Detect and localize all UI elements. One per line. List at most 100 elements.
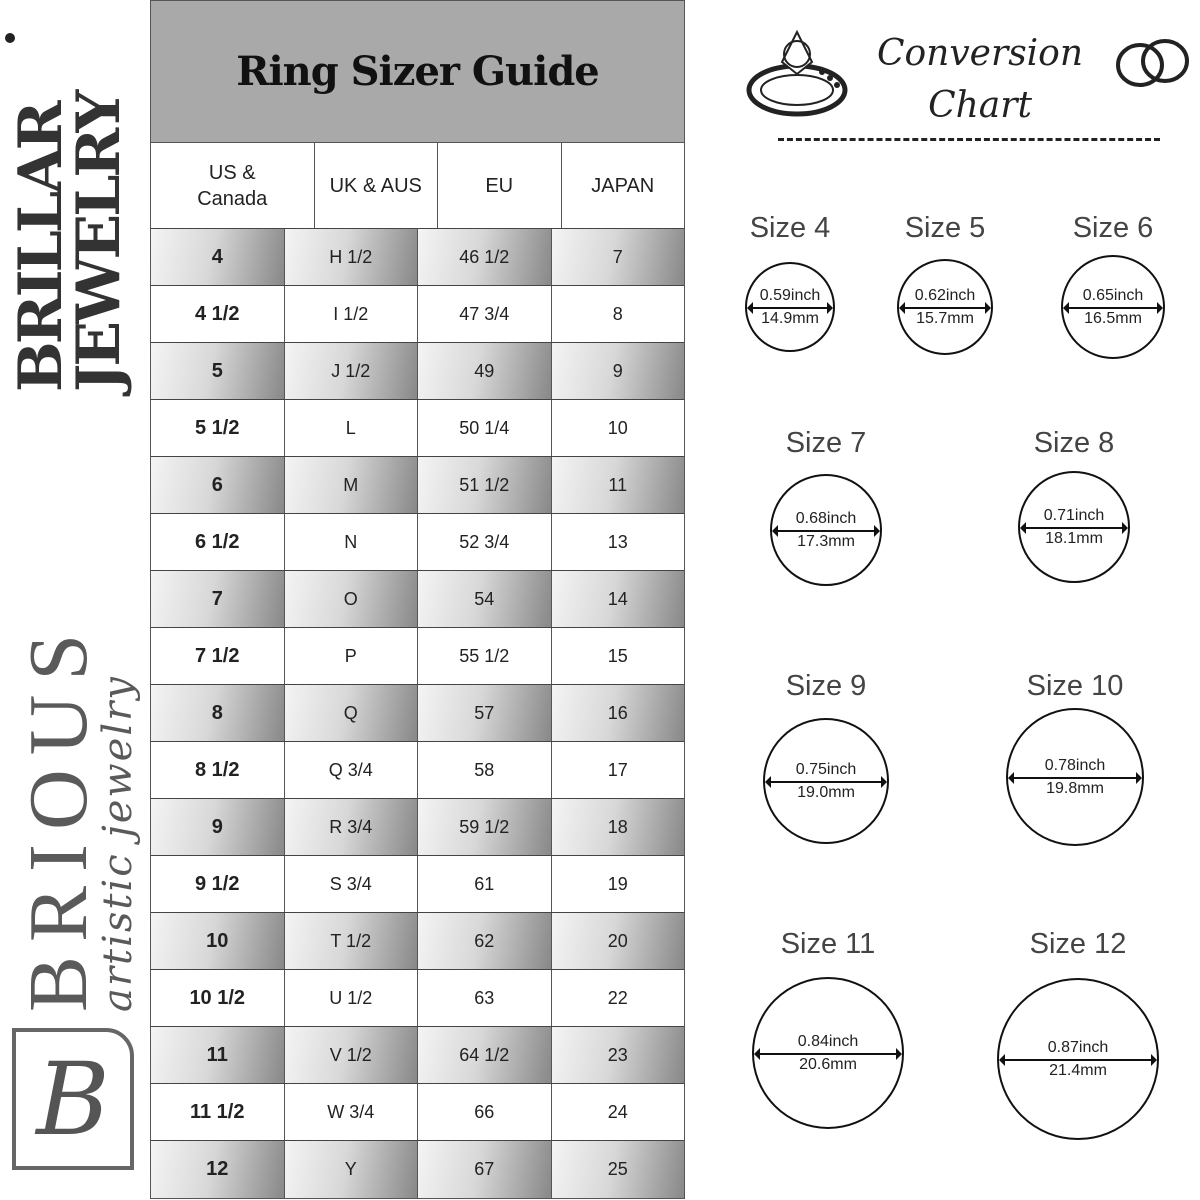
cell-eu: 64 1/2 — [418, 1027, 552, 1083]
ring-size-circle: 0.62inch 15.7mm — [897, 259, 993, 355]
cell-uk: J 1/2 — [284, 343, 418, 399]
conversion-title-line2: Chart — [928, 85, 1032, 126]
cell-japan: 7 — [551, 229, 684, 285]
cell-us: 6 — [151, 457, 285, 513]
diameter-inch: 0.71inch — [1043, 506, 1105, 524]
cell-eu: 50 1/4 — [418, 400, 552, 456]
conversion-title: Conversion Chart — [860, 28, 1100, 132]
conversion-title-line1: Conversion — [876, 33, 1084, 74]
cell-uk: M — [284, 457, 418, 513]
cell-eu: 55 1/2 — [418, 628, 552, 684]
cell-eu: 61 — [418, 856, 552, 912]
cell-uk: N — [285, 514, 418, 570]
cell-uk: Q 3/4 — [285, 742, 418, 798]
cell-eu: 63 — [418, 970, 552, 1026]
cell-uk: U 1/2 — [285, 970, 418, 1026]
brand-brillar-logo: BRILLAR JEWELRY — [6, 92, 134, 392]
ring-size-circle: 0.75inch 19.0mm — [763, 718, 889, 844]
table-title: Ring Sizer Guide — [151, 1, 684, 143]
size-label: Size 4 — [749, 212, 831, 244]
diameter-mm: 19.0mm — [797, 784, 855, 801]
table-row: 6 1/2 N 52 3/4 13 — [151, 514, 684, 571]
diameter-arrow — [747, 302, 833, 314]
cell-us: 11 — [151, 1027, 285, 1083]
cell-japan: 9 — [551, 343, 684, 399]
cell-us: 10 — [151, 913, 285, 969]
cell-us: 4 — [151, 229, 285, 285]
cell-uk: S 3/4 — [285, 856, 418, 912]
table-row: 10 T 1/2 62 20 — [151, 913, 684, 970]
cell-japan: 20 — [551, 913, 684, 969]
cell-japan: 19 — [607, 873, 628, 894]
table-row: 8 Q 57 16 — [151, 685, 684, 742]
ring-size-circle: 0.59inch 14.9mm — [745, 262, 835, 352]
cell-japan: 22 — [607, 987, 628, 1008]
header-eu: EU — [438, 143, 562, 228]
header-uk: UK & AUS — [315, 143, 438, 228]
diameter-inch: 0.87inch — [1047, 1038, 1109, 1056]
cell-us: 4 1/2 — [151, 286, 285, 342]
diameter-mm: 21.4mm — [1049, 1062, 1107, 1079]
diameter-mm: 18.1mm — [1045, 530, 1103, 547]
table-row: 11 V 1/2 64 1/2 23 — [151, 1027, 684, 1084]
cell-us: 5 — [151, 343, 285, 399]
size-label: Size 8 — [1033, 427, 1115, 459]
cell-eu: 47 3/4 — [418, 286, 552, 342]
cell-uk: T 1/2 — [284, 913, 418, 969]
brand-monogram-logo: B — [12, 1028, 134, 1170]
brand-line2: JEWELRY — [64, 92, 134, 392]
cell-japan: 15 — [607, 645, 628, 666]
cell-eu: 67 — [418, 1141, 552, 1198]
diameter-arrow — [899, 302, 991, 314]
cell-japan: 10 — [607, 417, 628, 438]
brand-brious-tagline: artistic jewelry — [95, 675, 141, 1012]
cell-eu: 58 — [418, 742, 552, 798]
cell-japan: 23 — [551, 1027, 684, 1083]
cell-japan: 14 — [551, 571, 684, 627]
diameter-mm: 17.3mm — [797, 533, 855, 550]
diameter-arrow — [765, 776, 887, 788]
ring-size-circle: 0.84inch 20.6mm — [752, 977, 904, 1129]
table-row: 7 O 54 14 — [151, 571, 684, 628]
cell-us: 10 1/2 — [151, 970, 285, 1026]
wedding-rings-icon — [1116, 39, 1189, 87]
cell-japan: 18 — [551, 799, 684, 855]
cell-uk: I 1/2 — [285, 286, 418, 342]
cell-japan: 11 — [551, 457, 684, 513]
cell-uk: L — [285, 400, 418, 456]
ring-size-circle: 0.68inch 17.3mm — [770, 474, 882, 586]
header-us: US & Canada — [151, 143, 315, 228]
diameter-mm: 15.7mm — [916, 310, 974, 327]
brand-dot — [5, 33, 15, 43]
cell-us: 9 — [151, 799, 285, 855]
ring-size-circle: 0.87inch 21.4mm — [997, 978, 1159, 1140]
cell-uk: Y — [284, 1141, 418, 1198]
cell-eu: 59 1/2 — [418, 799, 552, 855]
cell-eu: 51 1/2 — [418, 457, 552, 513]
diameter-inch: 0.78inch — [1044, 756, 1106, 774]
diameter-mm: 19.8mm — [1046, 780, 1104, 797]
header-japan: JAPAN — [591, 174, 655, 197]
table-row: 4 1/2 I 1/2 47 3/4 8 — [151, 286, 684, 343]
diameter-mm: 20.6mm — [799, 1056, 857, 1073]
dashed-divider — [778, 138, 1160, 141]
table-row: 6 M 51 1/2 11 — [151, 457, 684, 514]
diameter-inch: 0.65inch — [1082, 286, 1144, 304]
cell-us: 7 1/2 — [151, 628, 285, 684]
diameter-arrow — [1008, 772, 1142, 784]
cell-japan: 17 — [607, 759, 628, 780]
size-label: Size 5 — [904, 212, 986, 244]
diameter-arrow — [772, 525, 880, 537]
table-row: 10 1/2 U 1/2 63 22 — [151, 970, 684, 1027]
cell-us: 8 1/2 — [151, 742, 285, 798]
cell-eu: 52 3/4 — [418, 514, 552, 570]
engagement-ring-icon — [746, 29, 848, 117]
table-row: 9 1/2 S 3/4 61 19 — [151, 856, 684, 913]
cell-us: 11 1/2 — [151, 1084, 285, 1140]
cell-uk: W 3/4 — [285, 1084, 418, 1140]
cell-us: 6 1/2 — [151, 514, 285, 570]
diameter-inch: 0.62inch — [914, 286, 976, 304]
size-label: Size 6 — [1072, 212, 1154, 244]
